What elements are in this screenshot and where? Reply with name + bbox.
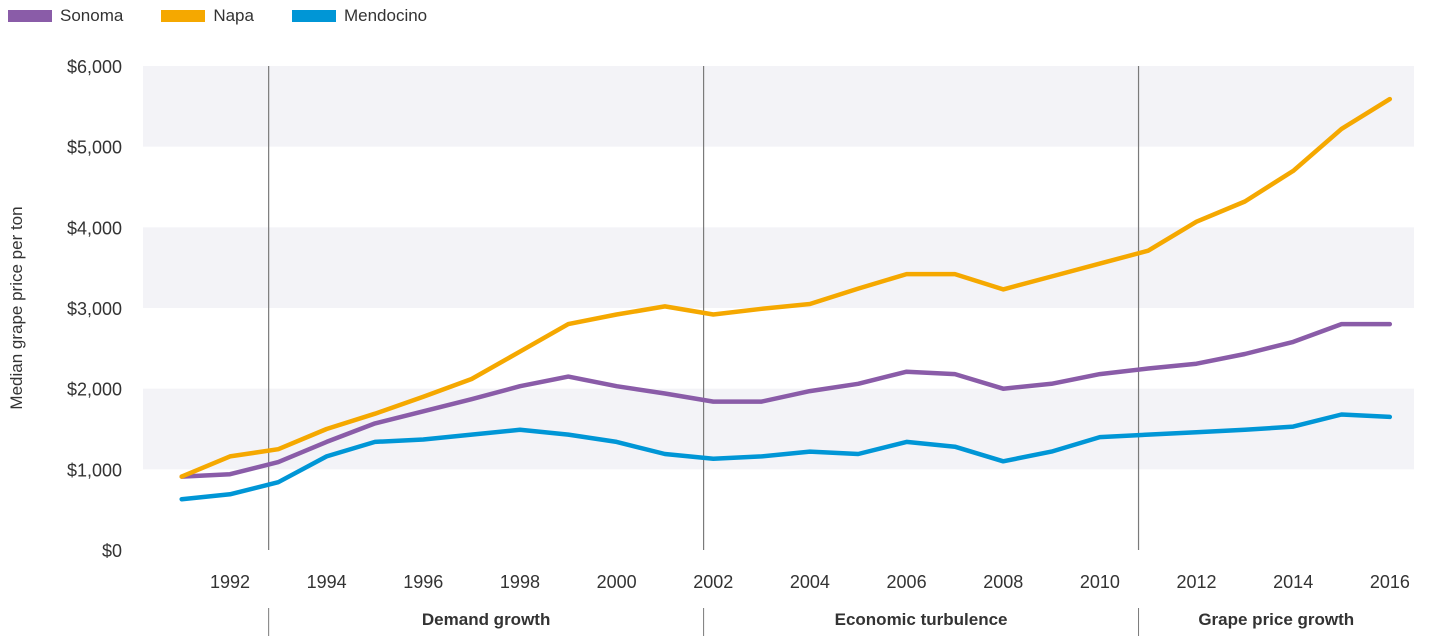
legend-item-mendocino: Mendocino — [291, 6, 428, 26]
x-tick-label: 1992 — [210, 572, 250, 592]
legend-swatch-sonoma — [8, 10, 52, 22]
period-label: Demand growth — [422, 610, 550, 629]
legend: Sonoma Napa Mendocino — [8, 4, 465, 28]
legend-label-napa: Napa — [213, 6, 254, 25]
period-label: Economic turbulence — [835, 610, 1008, 629]
x-tick-label: 2014 — [1273, 572, 1313, 592]
grid-band — [143, 227, 1414, 308]
x-tick-label: 2012 — [1177, 572, 1217, 592]
legend-item-napa: Napa — [161, 6, 254, 26]
x-tick-label: 2016 — [1370, 572, 1410, 592]
x-tick-label: 1998 — [500, 572, 540, 592]
period-labels: Demand growth Economic turbulence Grape pr… — [422, 610, 1354, 629]
legend-swatch-napa — [161, 10, 206, 22]
y-axis-ticks: $0 $1,000 $2,000 $3,000 $4,000 $5,000 $6,000 — [67, 57, 122, 561]
x-tick-label: 2004 — [790, 572, 830, 592]
period-label: Grape price growth — [1198, 610, 1354, 629]
x-tick-label: 2006 — [887, 572, 927, 592]
y-tick-label: $2,000 — [67, 380, 122, 400]
y-tick-label: $1,000 — [67, 460, 122, 480]
y-axis-title: Median grape price per ton — [7, 206, 26, 409]
legend-swatch-mendocino — [291, 10, 336, 22]
series-line-sonoma — [179, 321, 1393, 479]
grid-bands — [143, 66, 1414, 470]
x-tick-label: 2008 — [983, 572, 1023, 592]
period-dividers — [268, 66, 1140, 636]
x-axis-ticks: 1992 1994 1996 1998 2000 2002 2004 2006 2008 2010… — [210, 572, 1410, 592]
grid-band — [143, 66, 1414, 147]
x-tick-label: 2000 — [597, 572, 637, 592]
y-tick-label: $6,000 — [67, 57, 122, 77]
legend-item-sonoma: Sonoma — [8, 6, 123, 26]
y-tick-label: $5,000 — [67, 138, 122, 158]
x-tick-label: 2002 — [693, 572, 733, 592]
legend-label-sonoma: Sonoma — [60, 6, 124, 25]
x-tick-label: 1996 — [403, 572, 443, 592]
y-tick-label: $4,000 — [67, 218, 122, 238]
x-tick-label: 1994 — [307, 572, 347, 592]
legend-label-mendocino: Mendocino — [343, 6, 428, 25]
series-line-napa — [179, 96, 1393, 479]
series-lines — [179, 96, 1393, 502]
series-line-mendocino — [179, 412, 1393, 502]
y-tick-label: $0 — [102, 541, 122, 561]
y-tick-label: $3,000 — [67, 299, 122, 319]
x-tick-label: 2010 — [1080, 572, 1120, 592]
